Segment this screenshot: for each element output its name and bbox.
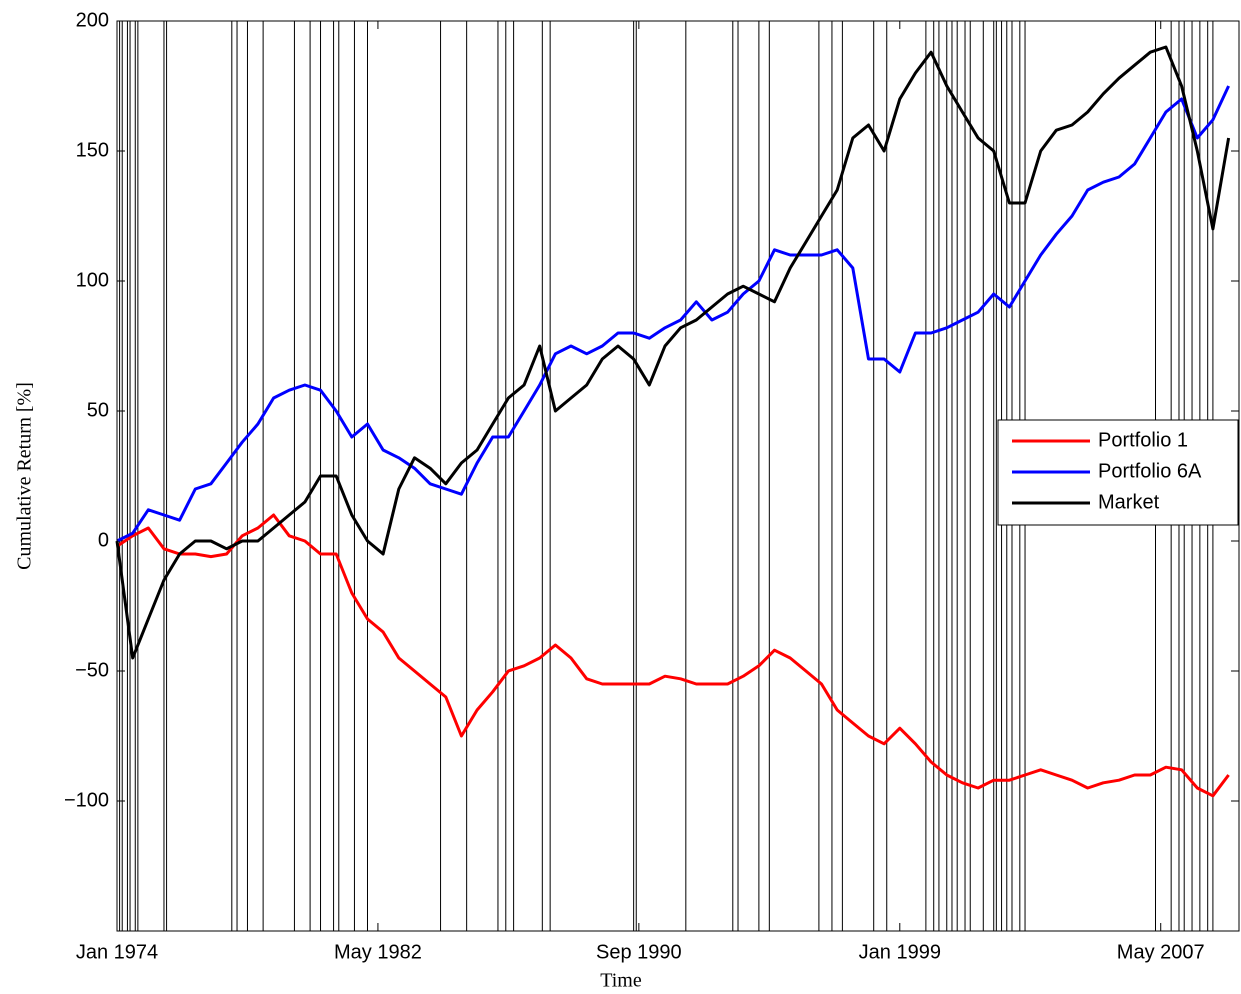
legend-label: Market (1098, 491, 1160, 513)
plot-frame (116, 20, 1240, 932)
y-tick-label: −100 (64, 789, 109, 811)
x-tick-label: May 1982 (334, 941, 422, 963)
x-tick-label: Sep 1990 (596, 941, 682, 963)
y-tick-label: 200 (76, 9, 109, 31)
x-tick-label: May 2007 (1117, 941, 1205, 963)
y-tick-label: 150 (76, 139, 109, 161)
x-tick-label: Jan 1999 (859, 941, 941, 963)
x-axis-label: Time (600, 970, 642, 992)
y-tick-label: −50 (75, 659, 109, 681)
y-axis-label: Cumulative Return [%] (14, 382, 36, 570)
x-tick-label: Jan 1974 (76, 941, 158, 963)
y-tick-label: 100 (76, 269, 109, 291)
series-line (116, 513, 1230, 798)
legend-label: Portfolio 1 (1098, 429, 1188, 451)
legend-label: Portfolio 6A (1098, 460, 1202, 482)
y-tick-label: 50 (87, 399, 109, 421)
series-line (115, 45, 1231, 660)
y-tick-label: 0 (98, 529, 109, 551)
series-line (116, 85, 1230, 543)
